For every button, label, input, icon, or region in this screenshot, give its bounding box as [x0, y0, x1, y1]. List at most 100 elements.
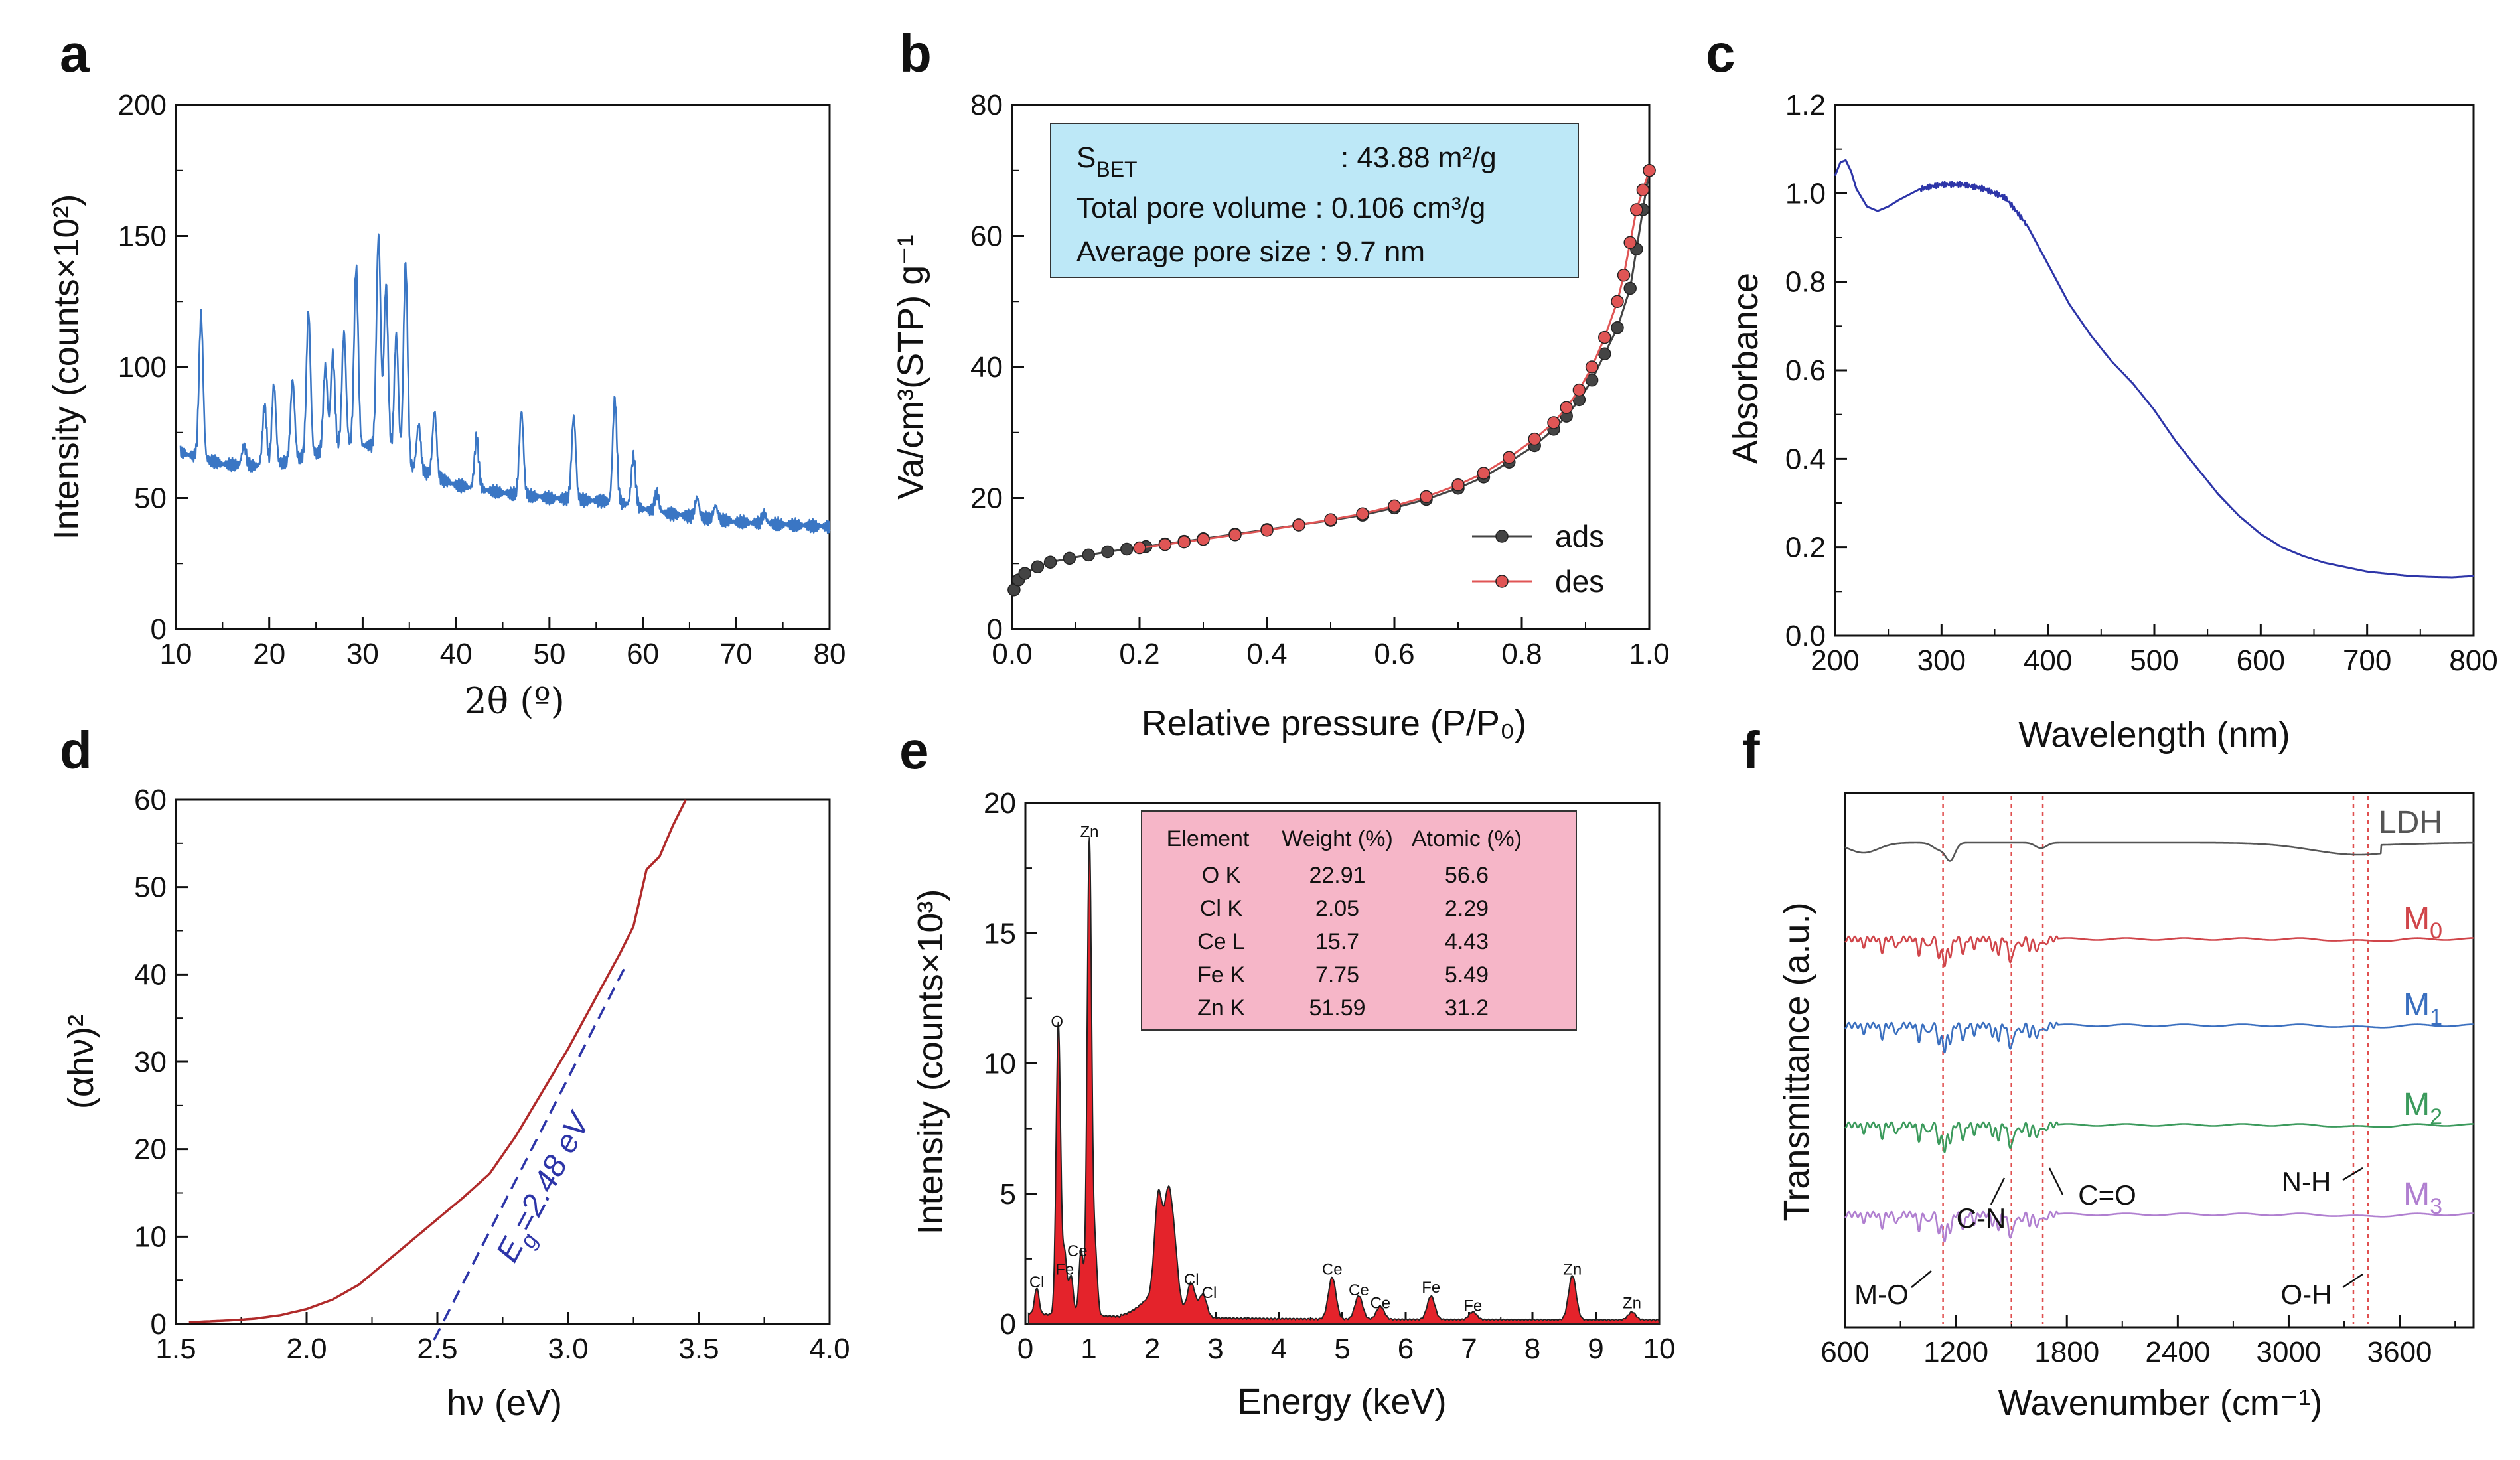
- y-axis-label: (αhν)²: [61, 1015, 101, 1109]
- y-tick-label: 0: [987, 613, 1003, 646]
- x-tick-label: 1200: [1923, 1336, 1988, 1368]
- plot-frame: [1834, 104, 2475, 637]
- panel-letter: c: [1706, 24, 1736, 83]
- table-cell: 31.2: [1445, 995, 1489, 1021]
- point-des: [1133, 541, 1146, 555]
- y-tick-label: 10: [984, 1048, 1016, 1080]
- point-des: [1643, 164, 1656, 177]
- x-tick-label: 9: [1588, 1333, 1603, 1365]
- x-tick-label: 10: [1643, 1333, 1676, 1365]
- y-axis-label: Intensity (counts×10³): [911, 889, 950, 1235]
- x-tick-label: 2: [1144, 1333, 1160, 1365]
- y-tick-label: 150: [118, 220, 167, 253]
- trace-label: M1: [2403, 987, 2442, 1030]
- y-tick-label: 0.6: [1785, 354, 1826, 387]
- y-tick-label: 1.2: [1785, 89, 1826, 121]
- y-axis-label: Absorbance: [1726, 273, 1765, 464]
- x-tick-label: 800: [2449, 644, 2497, 677]
- x-axis-label: 2θ (º): [464, 680, 565, 722]
- y-tick-label: 0: [151, 613, 167, 646]
- x-tick-label: 300: [1917, 644, 1966, 677]
- point-des: [1630, 203, 1643, 216]
- x-tick-label: 500: [2130, 644, 2178, 677]
- peak-label-Ce: Ce: [1370, 1294, 1390, 1312]
- x-tick-label: 2400: [2145, 1336, 2210, 1368]
- x-axis-label: Relative pressure (P/P₀): [1142, 703, 1527, 743]
- y-tick-label: 20: [134, 1133, 167, 1166]
- y-tick-label: 80: [970, 89, 1003, 121]
- y-tick-label: 0.2: [1785, 532, 1826, 564]
- trace-label-sub: 1: [2430, 1005, 2442, 1030]
- info-sbet-value: : 43.88 m²/g: [1341, 141, 1497, 174]
- x-tick-label: 3: [1207, 1333, 1223, 1365]
- table-cell: 15.7: [1315, 929, 1359, 954]
- x-tick-label: 600: [1820, 1336, 1869, 1368]
- x-tick-label: 3000: [2257, 1336, 2322, 1368]
- y-tick-label: 200: [118, 89, 167, 121]
- table-header: Element: [1167, 826, 1250, 851]
- y-tick-label: 0.8: [1785, 266, 1826, 299]
- peak-label-Zn: Zn: [1563, 1260, 1582, 1278]
- x-axis-label: Wavelength (nm): [2018, 715, 2290, 755]
- point-ads: [1120, 542, 1134, 556]
- trace-LDH: [1844, 841, 2474, 862]
- trace-label-sub: 2: [2430, 1104, 2442, 1130]
- table-cell: 5.49: [1445, 962, 1489, 987]
- trace-label: M2: [2403, 1087, 2442, 1130]
- info-pore-size: Average pore size : 9.7 nm: [1076, 236, 1425, 268]
- trace-label: LDH: [2379, 805, 2442, 840]
- x-tick-label: 0.4: [1246, 638, 1287, 670]
- x-tick-label: 60: [627, 638, 659, 670]
- x-tick-label: 20: [253, 638, 285, 670]
- x-tick-label: 1800: [2034, 1336, 2099, 1368]
- x-tick-label: 3.0: [548, 1333, 588, 1365]
- peak-label-Zn: Zn: [1080, 823, 1098, 841]
- point-ads: [1101, 545, 1114, 559]
- x-axis-label: Energy (keV): [1237, 1382, 1446, 1422]
- y-tick-label: 40: [970, 351, 1003, 384]
- y-tick-label: 20: [984, 787, 1016, 820]
- point-des: [1617, 269, 1631, 282]
- annotation-C=O: C=O: [2078, 1179, 2136, 1210]
- point-des: [1477, 467, 1491, 480]
- legend-marker: [1495, 530, 1509, 543]
- point-ads: [1623, 281, 1637, 295]
- panel-e: e 0 1 2 3 4 5 6 7 8 9 10 0 5 10 15 20 Energy (keV) Intensi…: [899, 721, 1675, 1422]
- info-pore-volume: Total pore volume : 0.106 cm³/g: [1076, 192, 1485, 224]
- y-tick-label: 1.0: [1785, 177, 1826, 210]
- x-tick-label: 1: [1080, 1333, 1096, 1365]
- point-des: [1503, 451, 1516, 465]
- table-cell: 7.75: [1315, 962, 1359, 987]
- point-des: [1228, 528, 1242, 542]
- bandgap-annotation: Eg=2.48 eV: [490, 1106, 605, 1271]
- point-des: [1324, 513, 1337, 526]
- panel-letter: b: [899, 24, 932, 83]
- eds-spectrum: [1027, 837, 1661, 1325]
- peak-label-Ce: Ce: [1322, 1260, 1343, 1278]
- tauc-curve: [188, 799, 687, 1324]
- legend-label: ads: [1555, 519, 1604, 553]
- trace-M3: [1844, 1210, 2474, 1243]
- trace-M1: [1844, 1021, 2474, 1054]
- annotation-M-O: M-O: [1854, 1279, 1909, 1310]
- table-header: Weight (%): [1282, 826, 1393, 851]
- table-cell: 51.59: [1309, 995, 1365, 1021]
- info-box: [1050, 123, 1579, 278]
- x-tick-label: 200: [1811, 644, 1859, 677]
- point-des: [1585, 360, 1599, 374]
- panel-letter: d: [60, 721, 92, 780]
- annotation-N-H: N-H: [2282, 1166, 2332, 1197]
- composition-table: [1141, 810, 1577, 1031]
- y-tick-label: 10: [134, 1220, 167, 1253]
- legend-label: des: [1555, 564, 1604, 599]
- point-ads: [1585, 374, 1599, 387]
- table-cell: 56.6: [1445, 863, 1489, 888]
- annotation-arrow: [1990, 1177, 2006, 1205]
- peak-label-O: O: [1051, 1013, 1063, 1031]
- trace-label-sub: 0: [2430, 918, 2442, 944]
- bandgap-value: =2.48 eV: [506, 1106, 599, 1238]
- point-des: [1636, 183, 1650, 197]
- point-ads: [1043, 555, 1057, 569]
- table-cell: 4.43: [1445, 929, 1489, 954]
